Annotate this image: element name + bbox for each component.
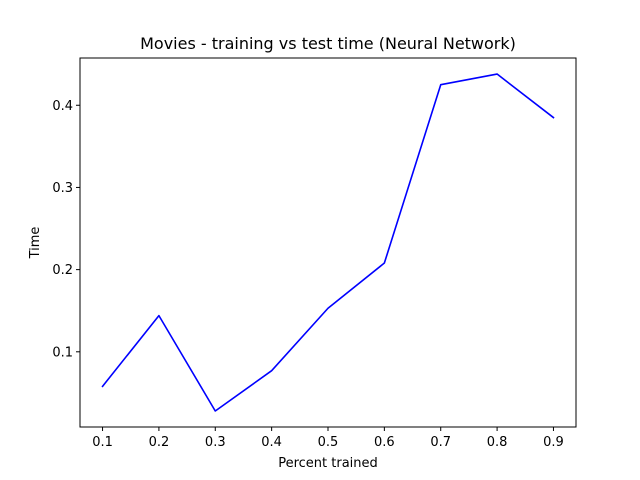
- y-tick-label: 0.3: [52, 181, 73, 196]
- series-line: [101, 73, 555, 412]
- plot-frame: [79, 57, 577, 428]
- series-layer: [101, 73, 555, 412]
- x-tick-label: 0.7: [430, 435, 451, 450]
- y-axis-label: Time: [28, 227, 43, 260]
- chart-title: Movies - training vs test time (Neural N…: [140, 34, 516, 53]
- x-tick-label: 0.4: [261, 435, 282, 450]
- x-tick-label: 0.8: [487, 435, 508, 450]
- x-tick-label: 0.3: [205, 435, 226, 450]
- x-tick-label: 0.6: [374, 435, 395, 450]
- x-axis: 0.1 0.2 0.3 0.4 0.5 0.6 0.7 0.8 0.9: [92, 427, 564, 450]
- x-tick-label: 0.9: [543, 435, 564, 450]
- x-axis-label: Percent trained: [278, 456, 378, 471]
- y-axis: 0.1 0.2 0.3 0.4: [52, 99, 80, 360]
- y-tick-label: 0.4: [52, 99, 73, 114]
- x-tick-label: 0.5: [318, 435, 339, 450]
- y-tick-label: 0.2: [52, 263, 73, 278]
- y-tick-label: 0.1: [52, 345, 73, 360]
- x-tick-label: 0.1: [92, 435, 113, 450]
- x-tick-label: 0.2: [149, 435, 170, 450]
